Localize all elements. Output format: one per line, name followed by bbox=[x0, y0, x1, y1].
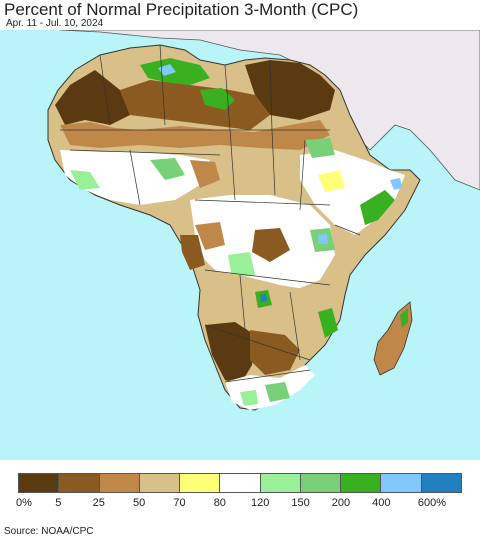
map-canvas bbox=[47, 30, 480, 411]
sahara-brown bbox=[60, 120, 330, 150]
lake-victoria bbox=[318, 234, 328, 244]
sahara-dry-east bbox=[245, 60, 335, 120]
horn-wet bbox=[360, 190, 395, 225]
south-africa-green bbox=[265, 382, 290, 402]
legend-tick-label: 120 bbox=[250, 497, 270, 509]
ethiopia-yellow bbox=[318, 170, 345, 192]
legend-swatch bbox=[220, 474, 261, 492]
sudan-green bbox=[305, 138, 335, 158]
legend-tick-label: 25 bbox=[92, 497, 105, 509]
horn-very-wet bbox=[390, 178, 402, 190]
botswana-dry bbox=[250, 330, 300, 375]
central-green bbox=[228, 252, 255, 278]
legend-swatch bbox=[139, 474, 181, 492]
legend-swatch bbox=[421, 474, 461, 492]
legend-swatch bbox=[381, 474, 422, 492]
date-range: Apr. 11 - Jul. 10, 2024 bbox=[6, 18, 104, 29]
congo-brown bbox=[195, 222, 225, 250]
west-africa-green bbox=[70, 170, 100, 190]
zambia-blue bbox=[260, 294, 267, 302]
legend-tick-label: 5 bbox=[55, 497, 62, 509]
sahara-dry-west bbox=[55, 70, 130, 125]
legend-tick-label: 150 bbox=[291, 497, 310, 509]
map-title: Percent of Normal Precipitation 3-Month … bbox=[4, 0, 359, 19]
congo-dry bbox=[252, 228, 290, 262]
source-note: Source: NOAA/CPC bbox=[4, 526, 94, 537]
legend-tick-label: 200 bbox=[331, 497, 351, 509]
legend-tick-label: 70 bbox=[173, 497, 186, 509]
legend-tick-label: 600% bbox=[417, 497, 447, 509]
color-legend bbox=[18, 473, 462, 493]
legend-swatch bbox=[99, 474, 140, 492]
mozambique-green bbox=[318, 308, 338, 338]
legend-tick-label: 80 bbox=[213, 497, 226, 509]
legend-swatch bbox=[59, 474, 100, 492]
legend-swatch bbox=[180, 474, 221, 492]
legend-tick-label: 50 bbox=[132, 497, 146, 509]
sa-green-2 bbox=[240, 390, 258, 406]
north-africa-wet-2 bbox=[200, 88, 235, 110]
west-africa-green-2 bbox=[150, 158, 185, 180]
legend-tick-label: 400 bbox=[372, 497, 391, 509]
west-africa-dry bbox=[190, 160, 220, 188]
country-borders bbox=[60, 44, 361, 383]
legend-swatch bbox=[300, 474, 342, 492]
legend-swatch bbox=[19, 474, 60, 492]
legend-swatch bbox=[260, 474, 301, 492]
precipitation-map bbox=[0, 30, 480, 460]
sahara-dry-central bbox=[120, 80, 270, 130]
north-africa-very-wet bbox=[158, 64, 176, 76]
legend-swatch bbox=[341, 474, 382, 492]
gabon-dry bbox=[180, 235, 205, 270]
legend-tick-label: 0% bbox=[16, 497, 32, 509]
madagascar-wet bbox=[400, 308, 408, 328]
